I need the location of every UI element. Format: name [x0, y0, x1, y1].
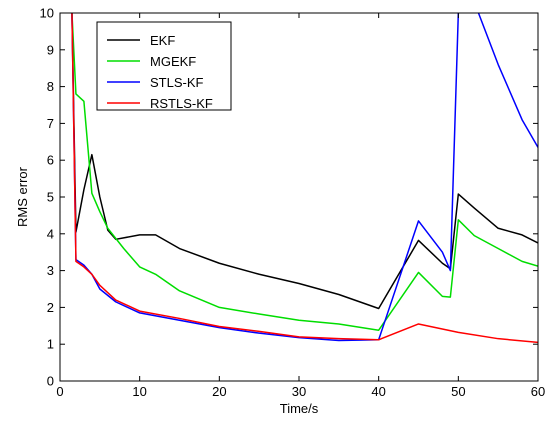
x-tick-label: 0: [56, 384, 63, 399]
y-tick-label: 10: [40, 6, 54, 21]
series-layer: [71, 13, 538, 344]
x-tick-label: 20: [212, 384, 226, 399]
legend-label-ekf: EKF: [150, 33, 175, 48]
x-tick-label: 40: [371, 384, 385, 399]
y-tick-label: 1: [47, 337, 54, 352]
series-line-rstls-kf: [71, 13, 538, 344]
x-tick-label: 60: [531, 384, 545, 399]
y-tick-label: 3: [47, 263, 54, 278]
legend-label-mgekf: MGEKF: [150, 54, 196, 69]
y-tick-label: 9: [47, 42, 54, 57]
tick-layer: 0 10 20 30 40 50 60 0 1 2 3 4 5 6 7 8 9 10: [40, 6, 546, 400]
x-axis-label: Time/s: [280, 401, 319, 416]
x-tick-label: 30: [292, 384, 306, 399]
y-tick-label: 6: [47, 153, 54, 168]
legend: EKF MGEKF STLS-KF RSTLS-KF: [96, 21, 232, 111]
y-axis-label: RMS error: [15, 166, 30, 227]
y-tick-label: 5: [47, 190, 54, 205]
y-tick-label: 7: [47, 116, 54, 131]
x-tick-label: 50: [451, 384, 465, 399]
x-tick-label: 10: [132, 384, 146, 399]
y-tick-label: 4: [47, 226, 54, 241]
legend-label-rstls-kf: RSTLS-KF: [150, 96, 213, 111]
legend-label-stls-kf: STLS-KF: [150, 75, 204, 90]
series-line-ekf: [71, 13, 538, 310]
y-tick-label: 2: [47, 300, 54, 315]
legend-box: [96, 21, 232, 111]
series-line-mgekf: [71, 13, 538, 331]
y-tick-label: 8: [47, 79, 54, 94]
y-tick-label: 0: [47, 374, 54, 389]
